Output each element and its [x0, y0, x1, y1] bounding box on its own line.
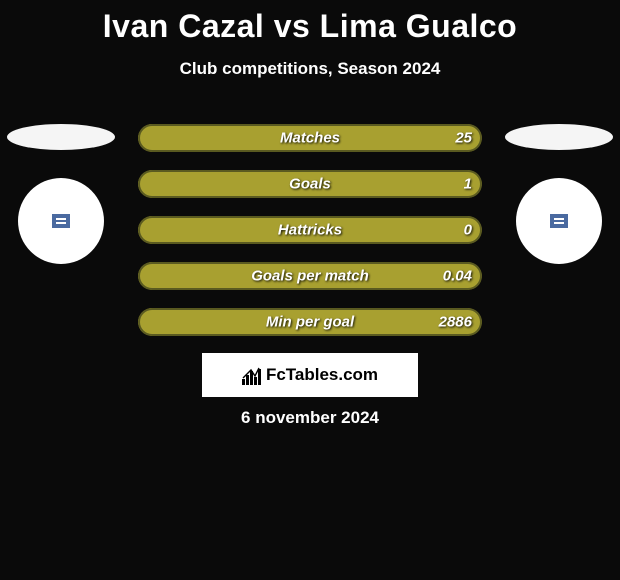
player2-name: Lima Gualco	[320, 8, 518, 44]
stat-label: Goals	[289, 176, 331, 193]
player2-column	[504, 124, 614, 264]
stat-row-min-per-goal: Min per goal 2886	[138, 308, 482, 336]
stat-bars: Matches 25 Goals 1 Hattricks 0 Goals per…	[138, 124, 482, 354]
stat-row-hattricks: Hattricks 0	[138, 216, 482, 244]
player1-name: Ivan Cazal	[103, 8, 265, 44]
player1-club-badge	[18, 178, 104, 264]
club-badge-icon	[550, 214, 568, 228]
player1-column	[6, 124, 116, 264]
stat-row-goals: Goals 1	[138, 170, 482, 198]
stat-label: Min per goal	[266, 314, 354, 331]
player1-headshot	[7, 124, 115, 150]
stat-label: Matches	[280, 130, 340, 147]
club-badge-icon	[52, 214, 70, 228]
stat-row-matches: Matches 25	[138, 124, 482, 152]
player2-headshot	[505, 124, 613, 150]
stat-label: Hattricks	[278, 222, 342, 239]
stat-value-right: 25	[455, 130, 472, 147]
stat-value-right: 0	[464, 222, 472, 239]
comparison-title: Ivan Cazal vs Lima Gualco	[0, 0, 620, 45]
player2-club-badge	[516, 178, 602, 264]
vs-text: vs	[274, 8, 311, 44]
date-line: 6 november 2024	[0, 408, 620, 428]
brand-text: FcTables.com	[266, 365, 378, 385]
stat-value-right: 2886	[439, 314, 472, 331]
brand-box[interactable]: FcTables.com	[202, 353, 418, 397]
subtitle: Club competitions, Season 2024	[0, 59, 620, 79]
stat-value-right: 0.04	[443, 268, 472, 285]
stat-value-right: 1	[464, 176, 472, 193]
fctables-logo-icon	[242, 365, 262, 385]
stat-row-goals-per-match: Goals per match 0.04	[138, 262, 482, 290]
stat-label: Goals per match	[251, 268, 369, 285]
